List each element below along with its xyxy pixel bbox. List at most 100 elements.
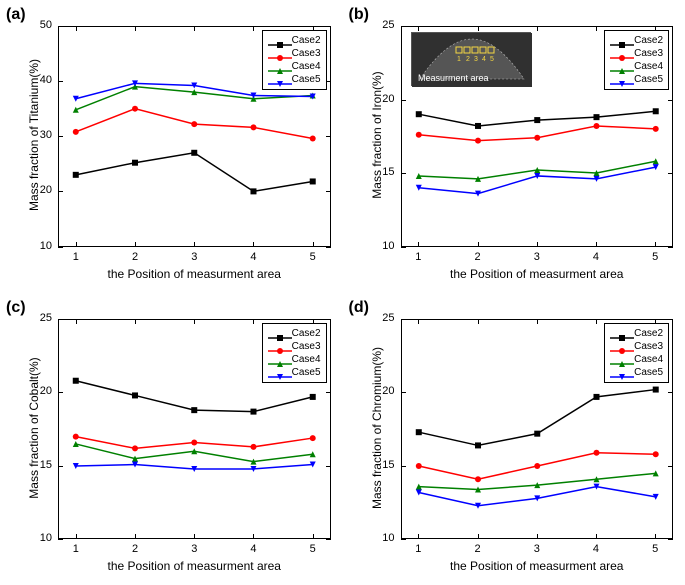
y-axis-label: Mass fraction of Cobalt(%) xyxy=(27,328,41,528)
figure-grid: (a) 102030405012345Mass fraction of Tita… xyxy=(0,0,685,585)
xtick-label: 2 xyxy=(127,251,143,263)
series-marker-case2 xyxy=(652,386,658,392)
legend-line-case5 xyxy=(610,372,630,373)
panel-c-tag: (c) xyxy=(6,299,26,317)
legend-line-case5 xyxy=(268,372,288,373)
legend-line-case5 xyxy=(268,79,288,80)
series-marker-case2 xyxy=(593,393,599,399)
inset-marker-label: 2 xyxy=(466,56,470,63)
xtick-label: 1 xyxy=(410,543,426,555)
legend-item-case2: Case2 xyxy=(610,34,663,47)
inset-caption: Measurment area xyxy=(418,73,489,83)
series-marker-case3 xyxy=(191,121,197,127)
xtick-label: 5 xyxy=(305,251,321,263)
series-marker-case2 xyxy=(652,108,658,114)
series-marker-case2 xyxy=(310,393,316,399)
xtick-label: 5 xyxy=(647,543,663,555)
ytick-label: 10 xyxy=(371,532,395,544)
inset-marker-label: 5 xyxy=(490,56,494,63)
xtick-label: 3 xyxy=(186,251,202,263)
legend-line-case4 xyxy=(610,66,630,67)
legend-label-case3: Case3 xyxy=(634,47,663,60)
x-axis-label: the Position of measurment area xyxy=(401,267,674,281)
ytick-mark xyxy=(326,539,331,540)
series-marker-case2 xyxy=(250,188,256,194)
legend-label-case2: Case2 xyxy=(634,327,663,340)
xtick-label: 2 xyxy=(470,543,486,555)
xtick-label: 1 xyxy=(410,251,426,263)
series-marker-case3 xyxy=(132,106,138,112)
xtick-label: 1 xyxy=(68,543,84,555)
series-marker-case3 xyxy=(310,435,316,441)
series-marker-case3 xyxy=(652,126,658,132)
ytick-mark xyxy=(668,539,673,540)
series-marker-case3 xyxy=(73,129,79,135)
legend-label-case3: Case3 xyxy=(292,340,321,353)
series-marker-case3 xyxy=(250,124,256,130)
legend-item-case2: Case2 xyxy=(268,34,321,47)
inset-marker-label: 1 xyxy=(457,56,461,63)
panel-c: (c) 1015202512345Mass fraction of Cobalt… xyxy=(0,293,343,585)
measurement-area-inset: 1 2 3 4 5 Measurment area xyxy=(411,32,531,86)
panel-b: (b) 1015202512345Mass fraction of Iron(%… xyxy=(343,0,685,293)
ytick-label: 10 xyxy=(28,532,52,544)
series-marker-case3 xyxy=(250,443,256,449)
legend: Case2Case3Case4Case5 xyxy=(262,323,327,383)
legend-line-case4 xyxy=(610,359,630,360)
series-marker-case3 xyxy=(73,433,79,439)
series-marker-case2 xyxy=(191,407,197,413)
x-axis-label: the Position of measurment area xyxy=(58,267,331,281)
legend-line-case2 xyxy=(610,333,630,334)
panel-d-tag: (d) xyxy=(349,299,369,317)
ytick-label: 25 xyxy=(371,312,395,324)
ytick-mark xyxy=(326,247,331,248)
series-marker-case2 xyxy=(132,392,138,398)
legend: Case2Case3Case4Case5 xyxy=(604,323,669,383)
legend-line-case3 xyxy=(610,346,630,347)
series-marker-case3 xyxy=(191,439,197,445)
y-axis-label: Mass fraction of Titanium(%) xyxy=(27,35,41,235)
legend-line-case3 xyxy=(268,346,288,347)
series-line-case2 xyxy=(76,153,313,192)
legend-label-case4: Case4 xyxy=(292,60,321,73)
y-axis-label: Mass fraction of Iron(%) xyxy=(370,35,384,235)
legend-line-case2 xyxy=(610,40,630,41)
legend-line-case5 xyxy=(610,79,630,80)
xtick-label: 3 xyxy=(529,543,545,555)
series-marker-case4 xyxy=(73,107,79,113)
series-marker-case3 xyxy=(593,449,599,455)
xtick-label: 3 xyxy=(186,543,202,555)
series-marker-case2 xyxy=(593,114,599,120)
inset-marker-label: 3 xyxy=(474,56,478,63)
xtick-label: 2 xyxy=(470,251,486,263)
ytick-mark xyxy=(58,539,63,540)
ytick-label: 50 xyxy=(28,19,52,31)
legend-line-case4 xyxy=(268,66,288,67)
ytick-label: 25 xyxy=(371,19,395,31)
xtick-label: 1 xyxy=(68,251,84,263)
series-marker-case3 xyxy=(310,135,316,141)
series-marker-case2 xyxy=(475,442,481,448)
series-marker-case3 xyxy=(415,463,421,469)
legend-line-case2 xyxy=(268,40,288,41)
series-marker-case3 xyxy=(475,138,481,144)
panel-b-tag: (b) xyxy=(349,6,369,24)
legend-label-case2: Case2 xyxy=(634,34,663,47)
xtick-label: 5 xyxy=(305,543,321,555)
series-marker-case2 xyxy=(250,408,256,414)
x-axis-label: the Position of measurment area xyxy=(401,559,674,573)
xtick-label: 4 xyxy=(588,543,604,555)
ytick-label: 10 xyxy=(28,240,52,252)
panel-a-tag: (a) xyxy=(6,6,26,24)
inset-marker-label: 4 xyxy=(482,56,486,63)
series-marker-case3 xyxy=(415,132,421,138)
series-marker-case2 xyxy=(534,430,540,436)
series-marker-case3 xyxy=(475,476,481,482)
legend-line-case3 xyxy=(268,53,288,54)
series-marker-case2 xyxy=(534,117,540,123)
series-marker-case2 xyxy=(415,429,421,435)
legend-line-case2 xyxy=(268,333,288,334)
legend-item-case2: Case2 xyxy=(268,327,321,340)
series-marker-case2 xyxy=(415,111,421,117)
legend: Case2Case3Case4Case5 xyxy=(604,30,669,90)
